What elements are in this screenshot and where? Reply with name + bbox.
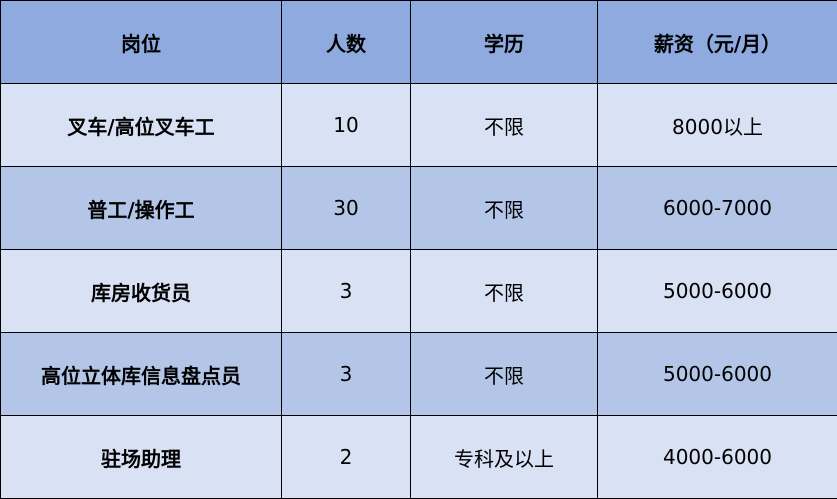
cell-education: 不限	[410, 166, 598, 250]
cell-position: 叉车/高位叉车工	[0, 83, 282, 167]
table-row: 驻场助理 2 专科及以上 4000-6000	[0, 415, 837, 499]
cell-count: 30	[281, 166, 411, 250]
cell-education: 专科及以上	[410, 415, 598, 499]
cell-salary: 4000-6000	[597, 415, 837, 499]
cell-salary: 8000以上	[597, 83, 837, 167]
cell-count: 3	[281, 249, 411, 333]
cell-education: 不限	[410, 249, 598, 333]
header-position: 岗位	[0, 0, 282, 84]
table-row: 普工/操作工 30 不限 6000-7000	[0, 166, 837, 250]
cell-position: 高位立体库信息盘点员	[0, 332, 282, 416]
cell-count: 3	[281, 332, 411, 416]
cell-position: 库房收货员	[0, 249, 282, 333]
header-education: 学历	[410, 0, 598, 84]
cell-salary: 5000-6000	[597, 249, 837, 333]
table-row: 叉车/高位叉车工 10 不限 8000以上	[0, 83, 837, 167]
header-count: 人数	[281, 0, 411, 84]
cell-salary: 6000-7000	[597, 166, 837, 250]
table-row: 高位立体库信息盘点员 3 不限 5000-6000	[0, 332, 837, 416]
cell-education: 不限	[410, 83, 598, 167]
cell-salary: 5000-6000	[597, 332, 837, 416]
cell-position: 驻场助理	[0, 415, 282, 499]
cell-count: 10	[281, 83, 411, 167]
cell-count: 2	[281, 415, 411, 499]
cell-education: 不限	[410, 332, 598, 416]
table-row: 库房收货员 3 不限 5000-6000	[0, 249, 837, 333]
cell-position: 普工/操作工	[0, 166, 282, 250]
header-row: 岗位 人数 学历 薪资（元/月）	[0, 0, 837, 84]
header-salary: 薪资（元/月）	[597, 0, 837, 84]
